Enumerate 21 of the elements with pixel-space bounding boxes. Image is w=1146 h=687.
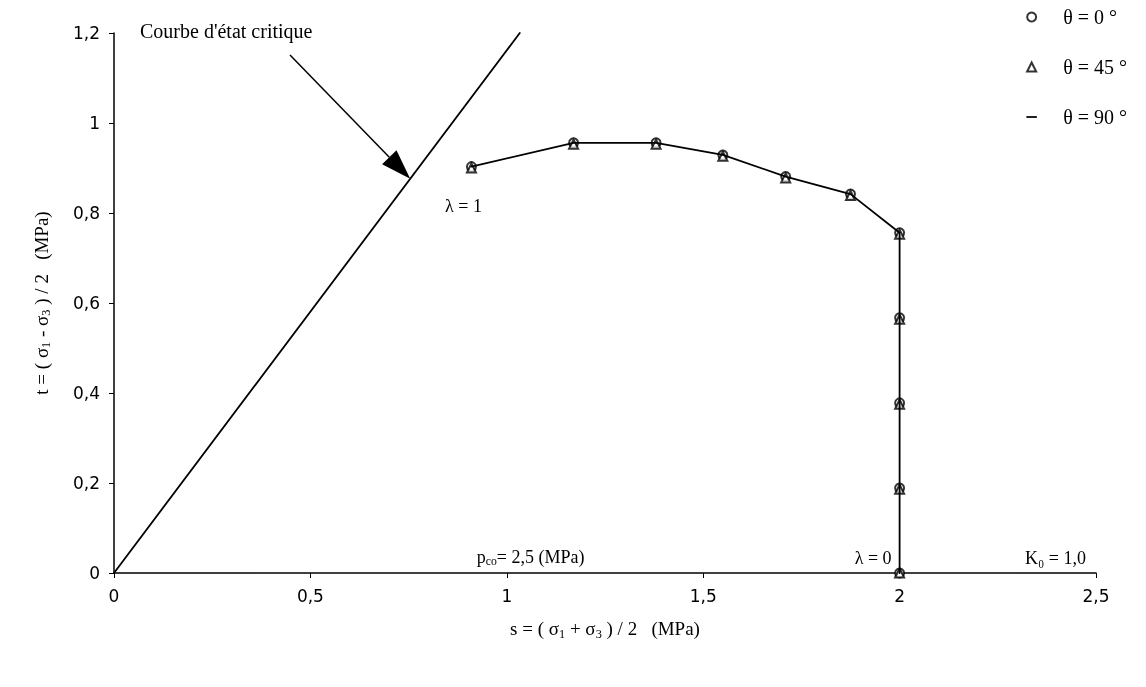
- x-tick-label: 1: [501, 585, 513, 606]
- legend-label: θ = 90 °: [1063, 106, 1127, 128]
- y-tick-label: 0,6: [72, 293, 100, 313]
- annotation: Courbe d'état critique: [140, 20, 313, 43]
- annotation: λ = 0: [854, 548, 892, 568]
- y-tick-label: 0,2: [72, 473, 100, 493]
- y-tick-label: 1,2: [72, 23, 100, 43]
- legend-label: θ = 45 °: [1063, 56, 1127, 78]
- y-tick-label: 0,4: [72, 383, 100, 403]
- legend-label: θ = 0 °: [1063, 6, 1117, 28]
- annotation: K₀ = 1,0: [1025, 548, 1086, 568]
- x-tick-label: 2: [894, 585, 906, 606]
- x-tick-label: 1,5: [689, 585, 717, 606]
- y-tick-label: 0,8: [72, 203, 100, 223]
- annotation: λ = 1: [445, 195, 482, 216]
- x-tick-label: 2,5: [1082, 585, 1110, 606]
- x-tick-label: 0,5: [296, 585, 324, 606]
- y-axis-title: t = ( σ1 - σ3 ) / 2 (MPa): [30, 211, 53, 395]
- y-tick-label: 1: [89, 113, 100, 133]
- x-tick-label: 0: [108, 585, 120, 606]
- y-tick-label: 0: [89, 563, 100, 583]
